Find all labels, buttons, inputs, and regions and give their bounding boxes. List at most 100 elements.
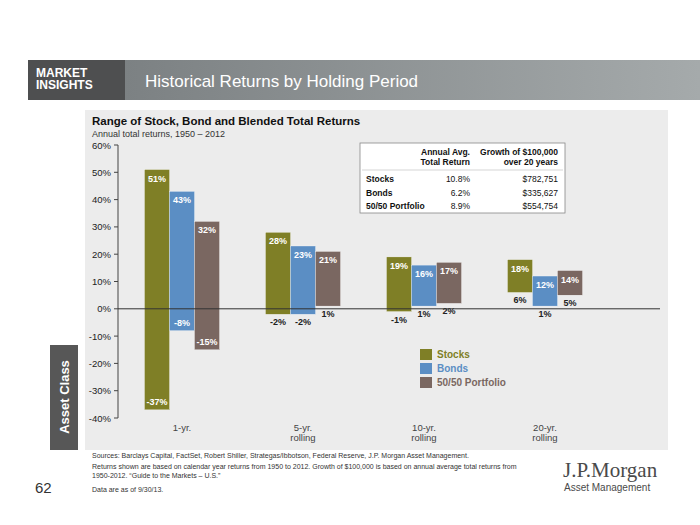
text-line: rolling [290,432,315,443]
table-cell: Stocks [366,174,394,184]
y-tick [114,281,118,282]
inset-table: Annual Avg.Total Return Growth of $100,00… [360,143,565,213]
low-label: 1% [538,309,551,319]
y-tick-label: -10% [89,331,112,342]
table-rule [362,170,563,171]
x-tick-label: 5-yr.rolling [290,422,315,443]
range-bar [412,265,437,306]
range-bar [387,257,412,312]
high-label: 23% [294,250,312,260]
y-tick-label: 30% [92,221,112,232]
y-tick [114,308,118,309]
page: MARKETINSIGHTSHistorical Returns by Hold… [0,0,700,525]
low-label: 5% [563,298,576,308]
y-tick-label: 50% [92,167,112,178]
low-label: -2% [295,317,311,327]
low-label: 2% [442,306,455,316]
range-bar [145,170,170,410]
text-line: INSIGHTS [36,78,93,92]
y-tick-label: 60% [92,140,112,151]
legend: Stocks Bonds 50/50 Portfolio [420,349,506,388]
table-cell: $782,751 [523,174,559,184]
table-cell: 10.8% [446,174,471,184]
low-label: -1% [391,315,407,325]
header-band [125,60,700,100]
y-tick [114,226,118,227]
date-note: Data are as of 9/30/13. [92,486,163,493]
table-cell: Bonds [366,188,393,198]
text-line: rolling [411,432,436,443]
chart-subtitle: Annual total returns, 1950 – 2012 [92,129,225,139]
legend-label: Stocks [437,349,470,360]
low-label: 1% [321,309,334,319]
y-tick [114,418,118,419]
text-line: Total Return [421,157,470,167]
high-label: 32% [198,225,216,235]
legend-swatch [420,363,432,374]
chart-panel [85,110,668,450]
table-header: Growth of $100,000over 20 years [480,147,558,167]
range-bar [316,251,341,306]
high-label: 21% [319,255,337,265]
range-bar [508,260,533,293]
x-tick-label: 10-yr.rolling [411,422,436,443]
range-bar [195,221,220,349]
high-label: 18% [511,264,529,274]
y-tick [114,145,118,146]
chart-title: Range of Stock, Bond and Blended Total R… [92,115,360,127]
badge-text: MARKETINSIGHTS [36,66,93,92]
legend-label: 50/50 Portfolio [437,377,506,388]
section-label: Asset Class [57,360,72,434]
section-strip [50,345,78,450]
y-tick-label: 40% [92,194,112,205]
table-cell: $554,754 [523,201,559,211]
low-label: -37% [146,397,167,407]
y-tick-label: 20% [92,249,112,260]
y-tick [114,390,118,391]
y-tick [114,254,118,255]
page-number: 62 [35,479,52,496]
y-tick [114,336,118,337]
legend-swatch [420,349,432,360]
high-label: 12% [536,280,554,290]
zero-line [118,308,660,309]
y-tick-label: -30% [89,385,112,396]
text-line: Growth of $100,000 [480,147,558,157]
table-cell: $335,627 [523,188,559,198]
y-tick [114,199,118,200]
low-label: -2% [270,317,286,327]
logo-subtitle: Asset Management [564,482,650,493]
range-bar [170,191,195,330]
y-tick-label: 10% [92,276,112,287]
high-label: 19% [390,261,408,271]
low-label: 6% [513,295,526,305]
range-bar [558,271,583,296]
table-cell: 8.9% [451,201,471,211]
text-line: rolling [532,432,557,443]
table-header: Annual Avg.Total Return [421,147,470,167]
range-bar [437,262,462,303]
logo-name: J.P.Morgan [563,458,658,482]
legend-label: Bonds [437,363,469,374]
high-label: 43% [173,195,191,205]
y-tick [114,172,118,173]
y-tick-label: -20% [89,358,112,369]
range-bar [533,276,558,306]
low-label: -8% [174,318,190,328]
high-label: 28% [269,236,287,246]
high-label: 16% [415,269,433,279]
text-line: over 20 years [504,157,559,167]
range-bar [291,246,316,314]
table-cell: 6.2% [451,188,471,198]
range-bar [266,232,291,314]
y-tick-label: -40% [89,413,112,424]
low-label: -15% [196,337,217,347]
x-tick-label: 1-yr. [173,422,191,433]
table-frame [360,143,565,213]
high-label: 51% [148,174,166,184]
high-label: 14% [561,275,579,285]
x-tick-label: 20-yr.rolling [532,422,557,443]
legend-swatch [420,377,432,388]
header-badge [28,60,125,100]
high-label: 17% [440,266,458,276]
